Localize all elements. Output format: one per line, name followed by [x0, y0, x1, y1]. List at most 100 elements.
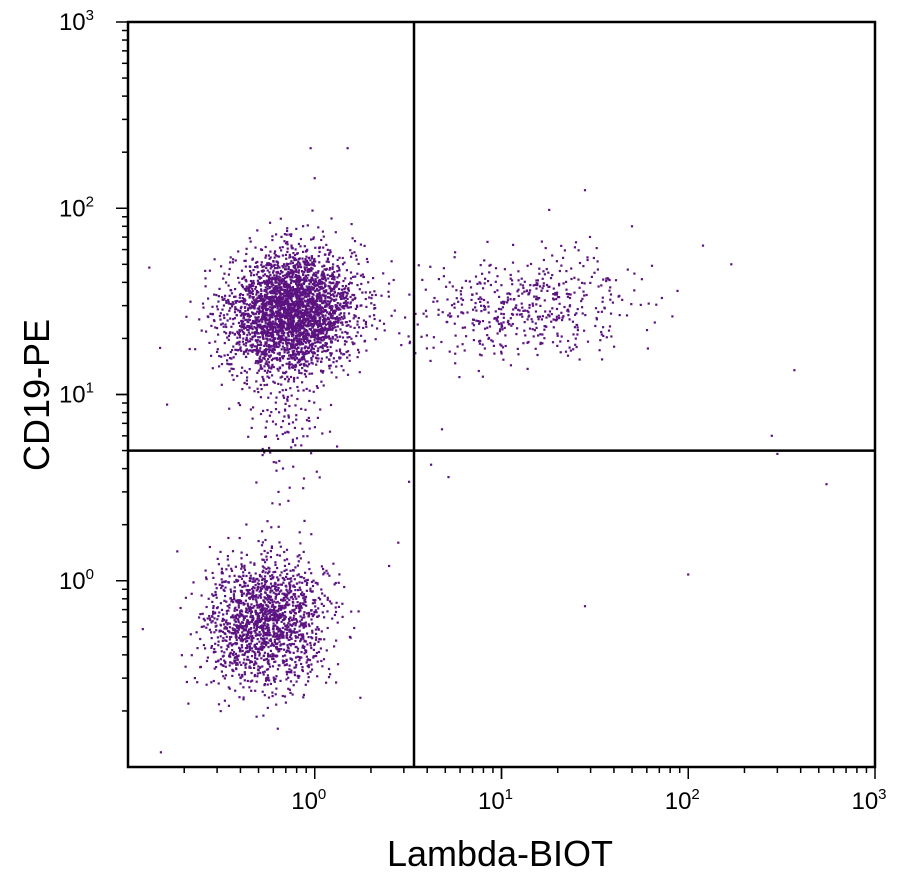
data-point: [310, 636, 313, 639]
data-point: [210, 646, 213, 649]
data-point: [522, 286, 525, 290]
data-point: [303, 358, 306, 361]
data-point: [543, 337, 546, 340]
data-point: [263, 624, 266, 627]
data-point: [322, 274, 325, 277]
data-point: [232, 318, 235, 321]
data-point: [287, 267, 290, 271]
data-point: [481, 375, 484, 378]
data-point: [293, 259, 296, 262]
data-point: [273, 288, 276, 292]
data-point: [277, 300, 280, 303]
data-point: [312, 263, 315, 266]
data-point: [212, 576, 215, 579]
data-point: [305, 295, 308, 298]
data-point: [213, 293, 216, 296]
data-point: [266, 634, 269, 637]
data-point: [280, 620, 283, 623]
data-point: [283, 233, 286, 236]
data-point: [286, 558, 289, 561]
data-point: [286, 649, 289, 652]
data-point: [241, 340, 244, 343]
data-point: [305, 349, 308, 353]
data-point: [200, 594, 203, 597]
data-point: [224, 580, 227, 583]
data-point: [246, 309, 250, 312]
data-point: [219, 602, 222, 605]
data-point: [259, 298, 262, 301]
data-point: [291, 329, 295, 332]
data-point: [252, 296, 255, 299]
data-point: [240, 551, 243, 554]
data-point: [311, 343, 314, 346]
data-point: [274, 677, 277, 680]
data-point: [280, 235, 283, 238]
data-point: [250, 689, 253, 692]
data-point: [275, 277, 278, 280]
data-point: [279, 315, 282, 318]
data-point: [370, 297, 373, 300]
data-point: [277, 342, 281, 345]
data-point: [609, 312, 613, 315]
data-point: [296, 280, 299, 283]
data-point: [229, 652, 232, 655]
data-point: [334, 306, 337, 309]
data-point: [552, 287, 555, 290]
data-point: [512, 308, 515, 311]
data-point: [305, 661, 308, 664]
data-point: [189, 633, 192, 636]
data-point: [288, 603, 291, 606]
data-point: [239, 330, 242, 333]
data-point: [349, 249, 352, 252]
data-point: [304, 649, 307, 652]
data-point: [309, 308, 312, 311]
data-point: [215, 294, 218, 297]
data-point: [249, 605, 252, 608]
data-point: [234, 652, 237, 655]
data-point: [306, 315, 309, 318]
data-point: [270, 545, 273, 548]
data-point: [220, 355, 223, 358]
data-point: [201, 302, 205, 305]
data-point: [304, 571, 307, 574]
data-point: [316, 341, 319, 344]
data-point: [414, 312, 417, 315]
data-point: [531, 302, 534, 305]
data-point: [309, 290, 312, 294]
data-point: [364, 323, 367, 326]
data-point: [249, 337, 252, 340]
data-point: [202, 306, 205, 309]
data-point: [248, 237, 251, 240]
data-point: [286, 347, 289, 350]
data-point: [254, 288, 257, 291]
data-point: [329, 301, 332, 304]
data-point: [241, 297, 244, 300]
data-point: [293, 614, 296, 617]
data-point: [220, 323, 223, 326]
data-point: [250, 607, 253, 610]
data-point: [213, 617, 216, 620]
data-point: [250, 627, 253, 630]
data-point: [257, 360, 261, 363]
data-point: [488, 325, 492, 328]
data-point: [294, 325, 297, 328]
data-point: [230, 363, 233, 366]
data-point: [335, 295, 338, 298]
data-point: [500, 323, 503, 327]
data-point: [257, 585, 260, 588]
data-point: [250, 630, 253, 634]
data-point: [306, 305, 309, 308]
data-point: [254, 660, 257, 663]
data-point: [602, 326, 605, 329]
data-point: [261, 281, 264, 284]
data-point: [209, 312, 212, 315]
data-point: [272, 287, 275, 290]
data-point: [236, 655, 239, 658]
data-point: [340, 291, 343, 295]
data-point: [608, 289, 611, 292]
data-point: [261, 301, 264, 304]
data-point: [272, 322, 275, 325]
data-point: [298, 310, 301, 313]
data-point: [321, 270, 324, 273]
data-point: [264, 286, 267, 289]
